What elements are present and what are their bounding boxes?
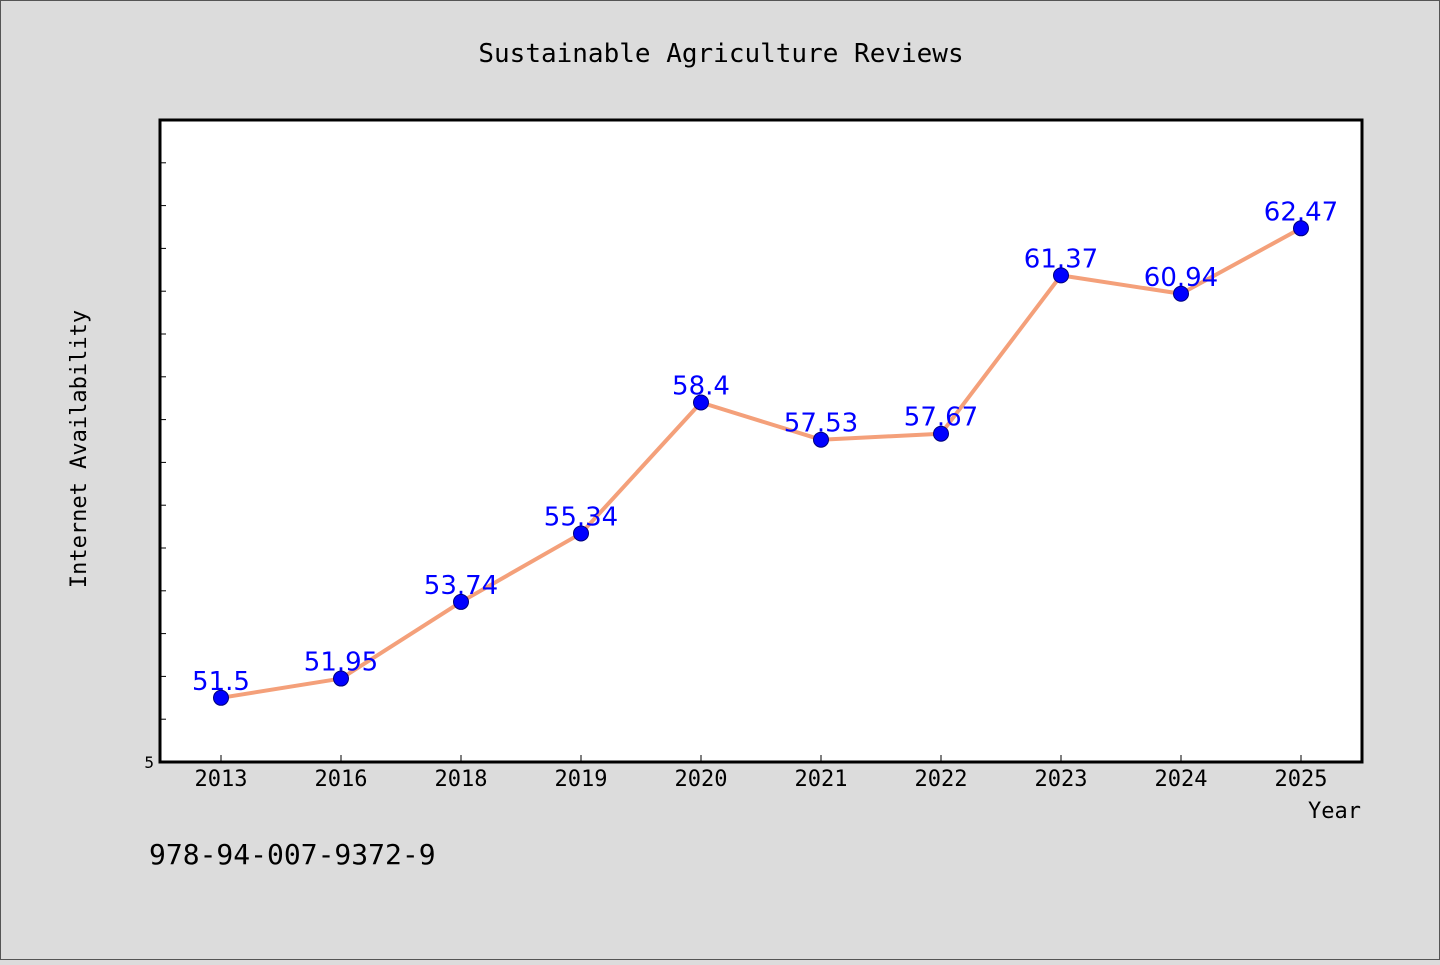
x-tick-label: 2023 bbox=[1035, 767, 1088, 792]
data-point-marker bbox=[933, 425, 949, 442]
x-tick-label: 2016 bbox=[315, 767, 368, 792]
data-point-label: 51.5 bbox=[192, 667, 250, 697]
x-tick-label: 2021 bbox=[795, 767, 848, 792]
data-point-label: 57.53 bbox=[784, 409, 858, 439]
data-point-label: 61.37 bbox=[1024, 244, 1098, 274]
x-tick-label: 2024 bbox=[1155, 767, 1208, 792]
footnote-text: 978-94-007-9372-9 bbox=[149, 838, 436, 871]
x-tick-label: 2022 bbox=[915, 767, 968, 792]
data-point-label: 62.47 bbox=[1264, 197, 1338, 227]
data-point-marker bbox=[1053, 267, 1069, 284]
x-tick-label: 2018 bbox=[435, 767, 488, 792]
y-tick-label: 5 bbox=[144, 753, 154, 772]
data-point-marker bbox=[1293, 220, 1309, 237]
data-point-label: 55.34 bbox=[544, 502, 618, 532]
chart-title: Sustainable Agriculture Reviews bbox=[478, 39, 963, 69]
x-tick-label: 2013 bbox=[195, 767, 248, 792]
data-point-label: 51.95 bbox=[304, 648, 378, 678]
data-point-marker bbox=[573, 525, 589, 542]
x-axis-ticks: 2013 2016 2018 2019 2020 2021 2022 2023 2024 2025 bbox=[195, 755, 1328, 792]
series-line bbox=[220, 226, 1302, 700]
plot-area bbox=[158, 118, 1364, 764]
data-point-marker bbox=[453, 593, 469, 610]
data-point-label: 53.74 bbox=[424, 571, 498, 601]
x-tick-label: 2025 bbox=[1275, 767, 1328, 792]
data-point-marker bbox=[1173, 285, 1189, 302]
data-point-label: 60.94 bbox=[1144, 263, 1218, 293]
data-point-marker bbox=[333, 670, 349, 687]
x-axis-label: Year bbox=[1308, 799, 1361, 824]
data-point-label: 58.4 bbox=[672, 371, 730, 401]
data-point-label: 57.67 bbox=[904, 403, 978, 433]
series-layer bbox=[213, 220, 1309, 706]
y-axis-ticks: 5 bbox=[144, 162, 166, 772]
x-tick-label: 2019 bbox=[555, 767, 608, 792]
y-axis-label: Internet Availability bbox=[67, 310, 92, 588]
x-tick-label: 2020 bbox=[675, 767, 728, 792]
data-labels: 51.5 51.95 53.74 55.34 58.4 57.53 57.67 61.37 60… bbox=[192, 197, 1338, 697]
data-point-marker bbox=[213, 689, 229, 706]
data-point-marker bbox=[813, 431, 829, 448]
data-point-marker bbox=[693, 394, 709, 411]
